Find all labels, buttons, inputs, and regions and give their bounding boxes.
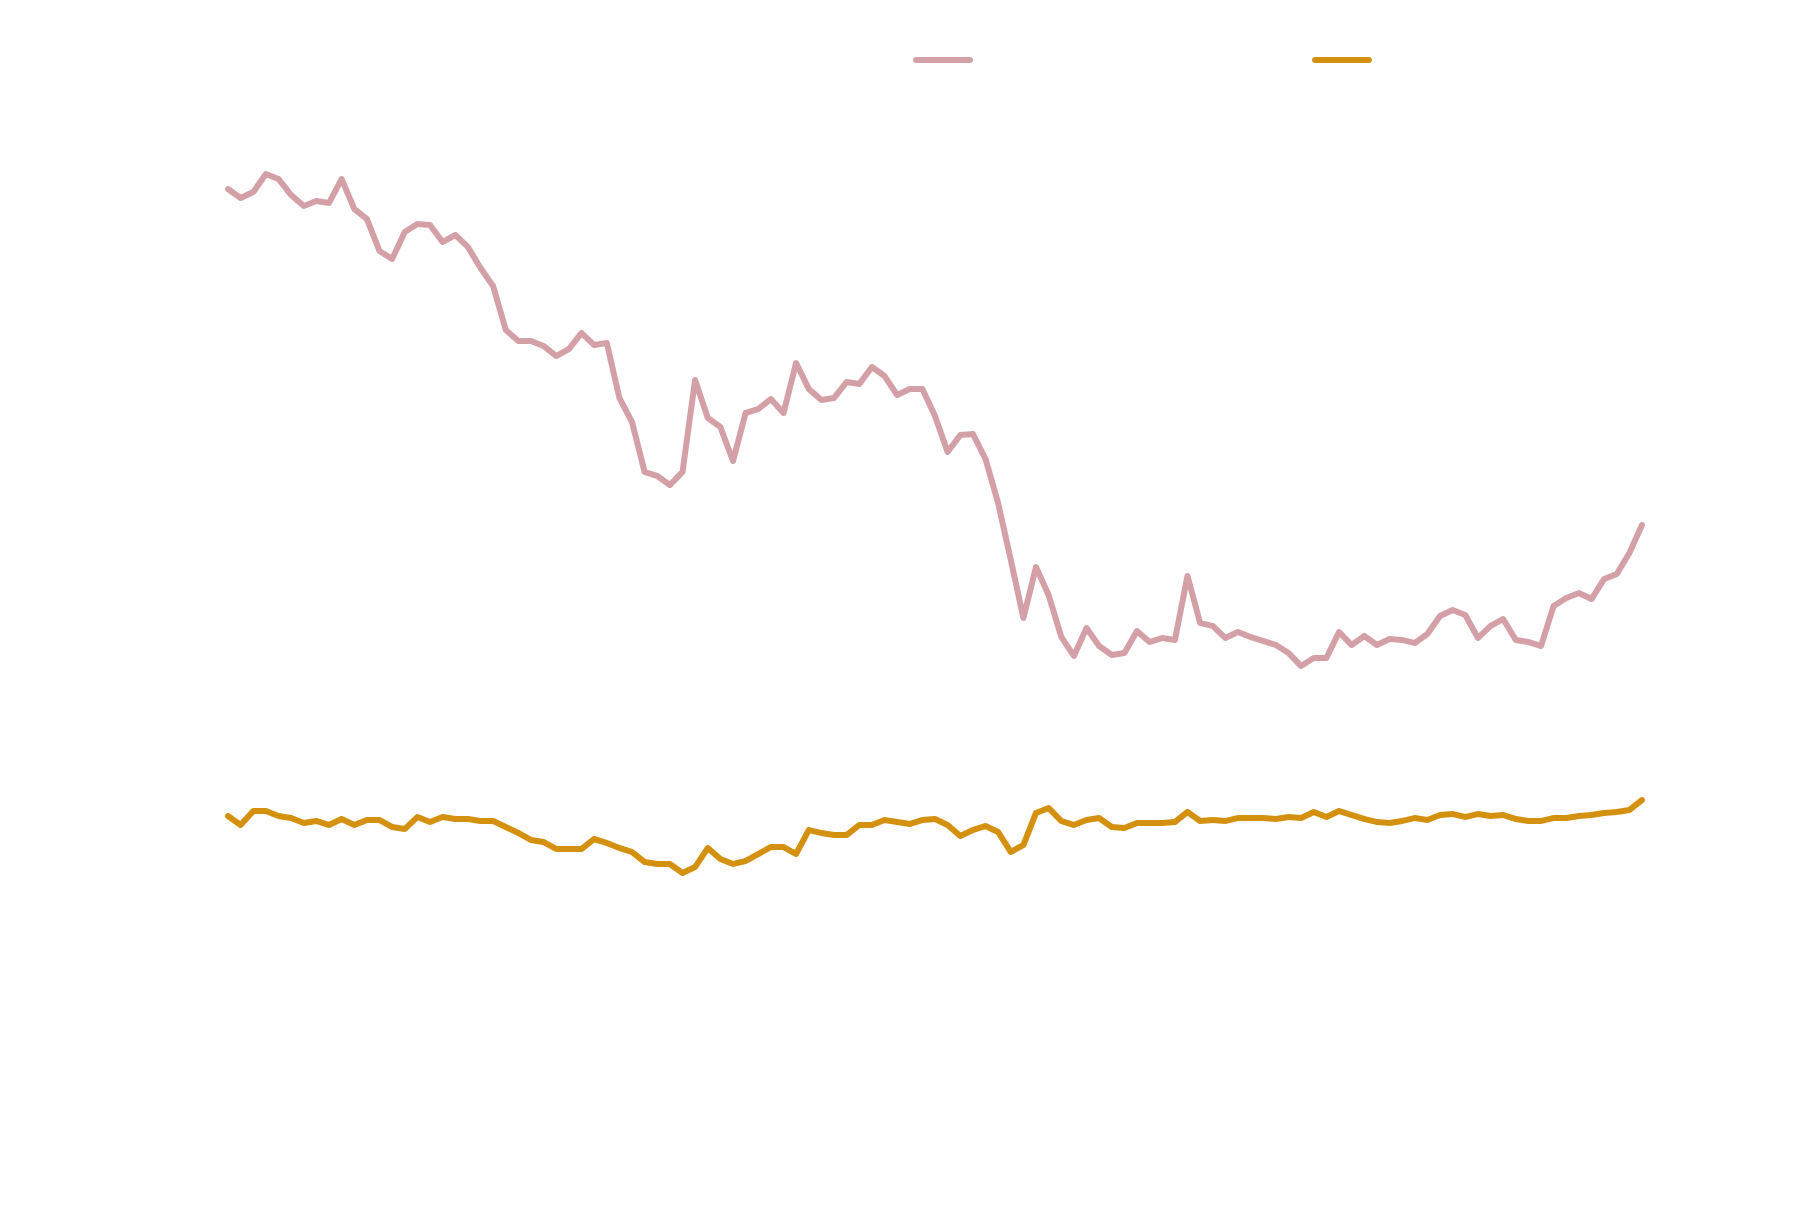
- plot-area: [225, 171, 1645, 876]
- series-line-2: [225, 797, 1645, 876]
- series-line-1: [225, 171, 1645, 669]
